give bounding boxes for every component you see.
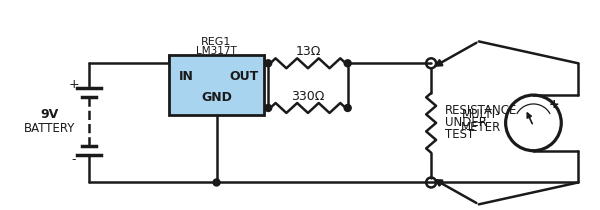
Text: REG1: REG1 <box>202 37 232 47</box>
Text: 9V: 9V <box>41 108 59 121</box>
Text: TEST: TEST <box>445 128 474 141</box>
Text: METER: METER <box>460 121 500 134</box>
Text: RESISTANCE: RESISTANCE <box>445 104 517 117</box>
Bar <box>169 55 264 115</box>
Text: OUT: OUT <box>230 70 259 83</box>
Circle shape <box>344 60 351 67</box>
Text: GND: GND <box>201 91 232 104</box>
Text: LM317T: LM317T <box>196 46 237 56</box>
Text: -: - <box>71 153 76 166</box>
Text: MULTI-: MULTI- <box>462 108 500 121</box>
Text: UNDER: UNDER <box>445 116 487 129</box>
Circle shape <box>344 105 351 112</box>
Text: IN: IN <box>179 70 194 83</box>
Circle shape <box>213 179 220 186</box>
Text: 330Ω: 330Ω <box>291 89 325 102</box>
Text: BATTERY: BATTERY <box>24 122 76 135</box>
Text: 13Ω: 13Ω <box>295 45 320 58</box>
Text: +: + <box>549 97 560 110</box>
Circle shape <box>265 60 272 67</box>
Circle shape <box>265 105 272 112</box>
Text: +: + <box>68 78 79 91</box>
